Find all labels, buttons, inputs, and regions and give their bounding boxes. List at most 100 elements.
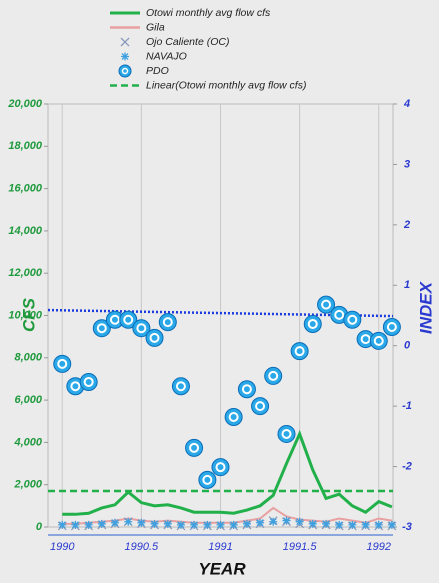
pdo-point-ring [215,462,226,473]
pdo-point [382,317,401,336]
y2-tick-label: 1 [404,279,410,291]
navajo-point [295,517,304,526]
navajo-point [110,518,119,527]
navajo-point [242,519,251,528]
y2-tick-label: -1 [402,400,412,412]
pdo-point-ring [241,384,252,395]
x-tick-label: 1991.5 [283,541,318,553]
legend-label: Gila [146,21,165,33]
legend-label: PDO [146,65,169,77]
pdo-trend-line [47,308,394,318]
pdo-point-ring [347,314,358,325]
legend-swatch [118,64,132,78]
navajo-point [150,519,159,528]
pdo-point-ring [96,323,107,334]
pdo-point-ring [202,474,213,485]
pdo-point-ring [386,321,397,332]
navajo-point [203,520,212,529]
y-axis-title: CFS [19,297,38,332]
navajo-point [84,520,93,529]
y2-tick-label: 0 [404,340,411,352]
navajo-point [335,520,344,529]
navajo-point [348,520,357,529]
y-tick-label: 12,000 [8,267,43,279]
navajo-point [387,520,396,529]
pdo-point [185,438,204,457]
y-tick-label: 0 [36,521,43,533]
legend-swatch [121,52,129,61]
y2-axis-title: INDEX [416,280,435,334]
pdo-point-ring [268,370,279,381]
pdo-point-ring [109,314,120,325]
pdo-point-ring [321,299,332,310]
pdo-point-ring [149,332,160,343]
navajo-point [216,520,225,529]
legend-label: NAVAJO [146,50,187,62]
x-axis-title: YEAR [198,559,246,578]
navajo-point [137,518,146,527]
navajo-point [229,520,238,529]
pdo-point-ring [294,346,305,357]
navajo-point [256,518,265,527]
navajo-point [361,520,370,529]
pdo-point [224,408,243,427]
navajo-point [308,519,317,528]
y2-tick-label: -2 [402,460,412,472]
pdo-point [211,458,230,477]
pdo-point [290,342,309,361]
y2-tick-label: 4 [403,98,410,110]
pdo-point [145,328,164,347]
pdo-point-ring [334,309,345,320]
pdo-point-ring [307,318,318,329]
pdo-point [158,313,177,332]
navajo-point [124,517,133,526]
pdo-point-ring [228,412,239,423]
pdo-point-ring [255,401,266,412]
legend-swatch [120,37,130,47]
pdo-point [251,397,270,416]
x-tick-label: 1990 [50,541,75,553]
navajo-point [163,519,172,528]
navajo-point [176,520,185,529]
pdo-point-ring [83,376,94,387]
y-tick-label: 16,000 [8,183,43,195]
series-line [62,429,393,516]
pdo-point [92,319,111,338]
x-tick-label: 1992 [367,541,391,553]
pdo-point [237,380,256,399]
navajo-point [71,520,80,529]
legend-swatch-ring [121,67,129,75]
pdo-point [264,366,283,385]
pdo-point-ring [57,358,68,369]
pdo-point-ring [281,428,292,439]
legend-label: Otowi monthly avg flow cfs [146,7,271,19]
y-tick-label: 14,000 [8,225,43,237]
pdo-point-ring [189,442,200,453]
pdo-point [198,470,217,489]
pdo-point [317,295,336,314]
x-tick-label: 1991 [208,541,232,553]
pdo-point-ring [70,381,81,392]
pdo-point [303,314,322,333]
pdo-point-ring [123,314,134,325]
y2-tick-label: 2 [403,219,410,231]
navajo-point [190,520,199,529]
pdo-point [79,372,98,391]
y-tick-label: 18,000 [8,140,43,152]
legend-label: Ojo Caliente (OC) [146,36,229,48]
navajo-point [322,519,331,528]
y2-tick-label: -3 [402,521,412,533]
pdo-point-ring [175,381,186,392]
pdo-point-ring [360,334,371,345]
pdo-point [132,319,151,338]
legend-label: Linear(Otowi monthly avg flow cfs) [146,79,306,91]
y-tick-label: 8,000 [14,352,42,364]
y-tick-label: 4,000 [13,436,42,448]
pdo-point-ring [162,317,173,328]
navajo-point [97,519,106,528]
y-tick-label: 20,000 [7,98,43,110]
navajo-point [282,516,291,525]
pdo-point [119,310,138,329]
